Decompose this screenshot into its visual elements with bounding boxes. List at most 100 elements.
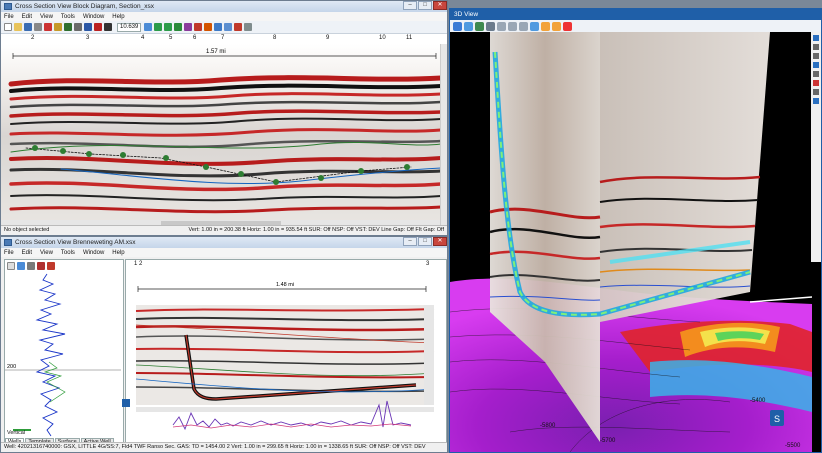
menu-edit[interactable]: Edit xyxy=(21,13,33,20)
tool-icon[interactable] xyxy=(813,62,819,68)
depth-label: 200 xyxy=(7,364,16,370)
orientation-marker-icon[interactable] xyxy=(770,410,784,426)
map-icon[interactable] xyxy=(104,23,112,31)
well-icon[interactable] xyxy=(184,23,193,31)
ruler: 1 2 3 xyxy=(126,260,446,269)
view-side-icon[interactable] xyxy=(486,21,495,31)
pan-icon[interactable] xyxy=(154,23,163,31)
minimize-button[interactable]: – xyxy=(403,237,417,246)
view-front-icon[interactable] xyxy=(475,21,484,31)
grid-icon[interactable] xyxy=(37,262,45,270)
ruler-tick: 9 xyxy=(326,35,330,41)
grid-icon[interactable] xyxy=(74,23,82,31)
search-icon[interactable] xyxy=(27,262,35,270)
toolbar-3d xyxy=(450,20,821,32)
camera-icon[interactable] xyxy=(47,262,55,270)
menu-edit[interactable]: Edit xyxy=(21,249,33,256)
zoom-icon[interactable] xyxy=(144,23,153,31)
tool-icon[interactable] xyxy=(813,35,819,41)
window-controls: – □ ✕ xyxy=(402,237,447,248)
contour-label: -5500 xyxy=(785,443,801,449)
maximize-button[interactable]: □ xyxy=(418,237,432,246)
open-icon[interactable] xyxy=(14,23,22,31)
close-icon[interactable] xyxy=(563,21,572,31)
menu-bar: File Edit View Tools Window Help xyxy=(1,12,447,21)
chart-icon[interactable] xyxy=(64,23,72,31)
cross-icon[interactable] xyxy=(194,23,203,31)
view-top-icon[interactable] xyxy=(464,21,473,31)
zoom-icon[interactable] xyxy=(17,262,25,270)
pointer-icon[interactable] xyxy=(7,262,15,270)
link-icon[interactable] xyxy=(224,23,233,31)
pan-icon[interactable] xyxy=(508,21,517,31)
menu-file[interactable]: File xyxy=(4,249,14,256)
menu-tools[interactable]: Tools xyxy=(60,249,75,256)
ruler-tick: 8 xyxy=(273,35,277,41)
window-controls: – □ ✕ xyxy=(402,1,447,12)
select-icon[interactable] xyxy=(214,23,223,31)
log-toolbar xyxy=(5,260,123,272)
light-icon[interactable] xyxy=(541,21,550,31)
layers-icon[interactable] xyxy=(84,23,92,31)
scene-3d[interactable]: -5800 -5700 -5400 -5500 S xyxy=(450,32,812,452)
menu-view[interactable]: View xyxy=(40,13,53,20)
close-button[interactable]: ✕ xyxy=(433,237,447,246)
rotate-icon[interactable] xyxy=(497,21,506,31)
menu-view[interactable]: View xyxy=(40,249,53,256)
ruler-tick: 7 xyxy=(221,35,225,41)
app-icon xyxy=(4,3,12,10)
vertical-scrollbar[interactable] xyxy=(440,44,447,228)
status-text: Well: 42021316740000: GSX, LITTLE 4G/SS:… xyxy=(4,444,426,450)
ruler-tick: 11 xyxy=(406,35,413,41)
seismic-section-top[interactable]: 1.57 mi xyxy=(1,44,441,228)
menu-window[interactable]: Window xyxy=(82,13,105,20)
tool-icon[interactable] xyxy=(813,89,819,95)
settings-icon[interactable] xyxy=(244,23,253,31)
save-icon[interactable] xyxy=(24,23,32,31)
tool-icon[interactable] xyxy=(813,44,819,50)
print-icon[interactable] xyxy=(34,23,42,31)
tool-icon[interactable] xyxy=(813,71,819,77)
refresh-icon[interactable] xyxy=(174,23,183,31)
title-bar: Cross Section View Brenneweting AM.xsx –… xyxy=(1,237,447,248)
rotate-icon[interactable] xyxy=(164,23,173,31)
minimize-button[interactable]: – xyxy=(403,1,417,10)
close-button[interactable]: ✕ xyxy=(433,1,447,10)
zoom-input[interactable]: 10.639 xyxy=(117,22,142,32)
menu-help[interactable]: Help xyxy=(112,249,125,256)
window-title: 3D View xyxy=(454,11,479,18)
maximize-button[interactable]: □ xyxy=(418,1,432,10)
app-icon xyxy=(4,239,12,246)
flag-icon[interactable] xyxy=(204,23,213,31)
menu-file[interactable]: File xyxy=(4,13,14,20)
tool-icon[interactable] xyxy=(813,98,819,104)
text-icon[interactable] xyxy=(54,23,62,31)
well-log-panel: 200 Vertical Wells Template Surface Acti… xyxy=(4,259,124,447)
title-bar: 3D View xyxy=(450,9,821,20)
select-icon[interactable] xyxy=(530,21,539,31)
cross-section-window-top: Cross Section View Block Diagram, Sectio… xyxy=(0,0,448,236)
new-icon[interactable] xyxy=(4,23,12,31)
home-icon[interactable] xyxy=(453,21,462,31)
flag-icon[interactable] xyxy=(552,21,561,31)
ruler-tick: 5 xyxy=(169,35,173,41)
log-strip xyxy=(172,400,412,431)
side-toolbar xyxy=(811,32,821,262)
toolbar: 10.639 xyxy=(1,21,447,34)
menu-window[interactable]: Window xyxy=(82,249,105,256)
window-title: Cross Section View Brenneweting AM.xsx xyxy=(15,239,136,246)
menu-help[interactable]: Help xyxy=(112,13,125,20)
contour-label: -5400 xyxy=(750,398,766,404)
export-icon[interactable] xyxy=(122,399,130,407)
title-bar: Cross Section View Block Diagram, Sectio… xyxy=(1,1,447,12)
tool-icon[interactable] xyxy=(813,53,819,59)
cut-icon[interactable] xyxy=(44,23,52,31)
filter-icon[interactable] xyxy=(234,23,243,31)
ruler-tick: 10 xyxy=(379,35,386,41)
zoom-icon[interactable] xyxy=(519,21,528,31)
status-bar: Well: 42021316740000: GSX, LITTLE 4G/SS:… xyxy=(1,442,447,452)
menu-tools[interactable]: Tools xyxy=(60,13,75,20)
delete-icon[interactable] xyxy=(94,23,102,31)
tool-icon[interactable] xyxy=(813,80,819,86)
well-markers[interactable] xyxy=(32,145,410,185)
